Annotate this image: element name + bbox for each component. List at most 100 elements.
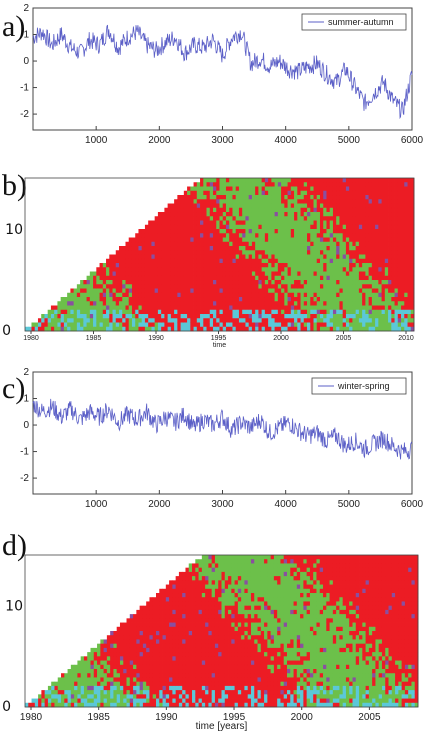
heatmap-cell bbox=[401, 203, 405, 209]
heatmap-cell bbox=[310, 284, 314, 289]
heatmap-cell bbox=[229, 186, 233, 192]
heatmap-cell bbox=[142, 673, 147, 678]
heatmap-cell bbox=[251, 246, 256, 251]
heatmap-cell bbox=[235, 216, 240, 221]
heatmap-cell bbox=[174, 322, 178, 328]
heatmap-cell bbox=[193, 318, 198, 323]
heatmap-cell bbox=[141, 314, 146, 319]
heatmap-cell bbox=[336, 212, 340, 217]
heatmap-cell bbox=[122, 263, 126, 268]
heatmap-cell bbox=[162, 673, 167, 678]
heatmap-cell bbox=[61, 698, 65, 704]
heatmap-cell bbox=[129, 677, 134, 683]
heatmap-cell bbox=[332, 322, 337, 328]
heatmap-cell bbox=[404, 258, 408, 264]
heatmap-cell bbox=[47, 702, 52, 708]
heatmap-cell bbox=[245, 292, 250, 298]
heatmap-cell bbox=[218, 669, 222, 674]
heatmap-cell bbox=[64, 677, 68, 683]
heatmap-cell bbox=[125, 258, 130, 264]
heatmap-cell bbox=[225, 207, 230, 213]
heatmap-cell bbox=[258, 288, 263, 294]
heatmap-cell bbox=[109, 263, 113, 268]
heatmap-cell bbox=[172, 588, 177, 594]
heatmap-cell bbox=[169, 660, 173, 666]
heatmap-cell bbox=[371, 305, 376, 311]
heatmap-cell bbox=[310, 229, 314, 234]
heatmap-cell bbox=[274, 275, 279, 281]
heatmap-cell bbox=[201, 685, 206, 691]
heatmap-cell bbox=[294, 301, 298, 306]
heatmap-cell bbox=[407, 212, 412, 217]
heatmap-cell bbox=[144, 271, 149, 277]
heatmap-cell bbox=[110, 690, 114, 695]
heatmap-cell bbox=[326, 263, 331, 268]
heatmap-cell bbox=[313, 314, 318, 319]
heatmap-cell bbox=[83, 280, 87, 285]
heatmap-cell bbox=[119, 275, 123, 281]
heatmap-cell bbox=[294, 216, 298, 221]
heatmap-cell bbox=[187, 229, 191, 234]
heatmap-cell bbox=[138, 254, 143, 260]
heatmap-cell bbox=[159, 652, 163, 657]
heatmap-cell bbox=[231, 694, 235, 699]
heatmap-cell bbox=[183, 292, 188, 298]
heatmap-cell bbox=[216, 292, 220, 298]
heatmap-cell bbox=[129, 631, 134, 636]
heatmap-cell bbox=[139, 609, 144, 615]
heatmap-cell bbox=[349, 297, 353, 302]
heatmap-cell bbox=[175, 576, 180, 581]
heatmap-cell bbox=[316, 326, 321, 332]
heatmap-cell bbox=[110, 631, 114, 636]
heatmap-cell bbox=[209, 250, 214, 255]
heatmap-cell bbox=[297, 271, 301, 277]
heatmap-cell bbox=[365, 258, 370, 264]
heatmap-cell bbox=[136, 614, 141, 619]
heatmap-cell bbox=[261, 309, 266, 315]
heatmap-cell bbox=[161, 254, 165, 260]
heatmap-cell bbox=[74, 681, 78, 687]
heatmap-cell bbox=[319, 305, 324, 311]
heatmap-cell bbox=[255, 178, 259, 183]
heatmap-cell bbox=[162, 618, 167, 623]
heatmap-cell bbox=[214, 656, 219, 661]
heatmap-cell bbox=[391, 288, 395, 294]
heatmap-cell bbox=[313, 263, 318, 268]
heatmap-cell bbox=[397, 229, 402, 234]
heatmap-cell bbox=[235, 212, 240, 217]
heatmap-cell bbox=[336, 309, 340, 315]
heatmap-cell bbox=[316, 207, 321, 213]
heatmap-cell bbox=[358, 263, 363, 268]
heatmap-cell bbox=[119, 660, 124, 666]
heatmap-cell bbox=[170, 322, 175, 328]
heatmap-cell bbox=[407, 263, 412, 268]
heatmap-cell bbox=[362, 190, 366, 196]
heatmap-cell bbox=[394, 309, 399, 315]
heatmap-cell bbox=[384, 267, 389, 272]
heatmap-cell bbox=[50, 322, 55, 328]
heatmap-cell bbox=[116, 685, 121, 691]
heatmap-cell bbox=[277, 199, 282, 204]
heatmap-cell bbox=[196, 233, 201, 238]
heatmap-cell bbox=[188, 593, 193, 598]
heatmap-cell bbox=[131, 318, 136, 323]
heatmap-cell bbox=[102, 318, 107, 323]
heatmap-cell bbox=[154, 246, 159, 251]
heatmap-cell bbox=[368, 190, 373, 196]
heatmap-cell bbox=[241, 593, 245, 598]
heatmap-cell bbox=[352, 280, 357, 285]
heatmap-cell bbox=[177, 322, 181, 328]
heatmap-cell bbox=[99, 314, 104, 319]
heatmap-cell bbox=[229, 190, 233, 196]
heatmap-cell bbox=[277, 233, 282, 238]
heatmap-cell bbox=[57, 314, 62, 319]
heatmap-cell bbox=[211, 626, 216, 632]
heatmap-cell bbox=[358, 250, 363, 255]
heatmap-cell bbox=[192, 580, 196, 585]
panel-label-c: c) bbox=[2, 372, 25, 405]
heatmap-cell bbox=[193, 254, 198, 260]
heatmap-cell bbox=[352, 203, 357, 209]
heatmap-cell bbox=[76, 318, 81, 323]
heatmap-cell bbox=[235, 271, 240, 277]
heatmap-cell bbox=[172, 673, 177, 678]
